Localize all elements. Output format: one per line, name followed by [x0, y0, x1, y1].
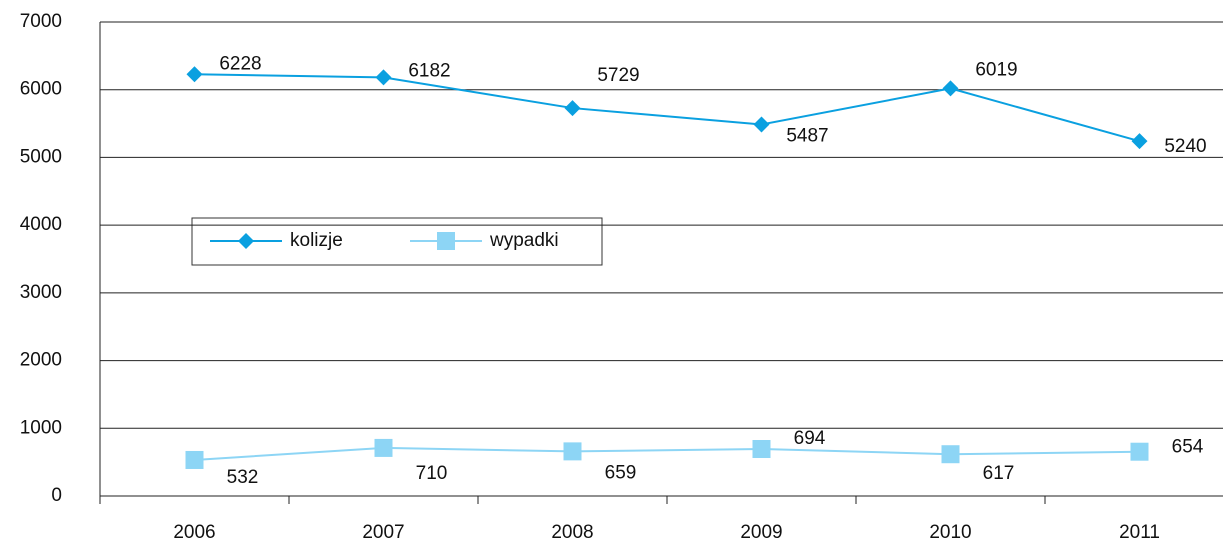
- x-tick-label: 2008: [551, 522, 593, 543]
- data-label: 710: [416, 463, 448, 484]
- y-tick-label: 5000: [20, 146, 62, 167]
- data-label: 694: [794, 428, 826, 449]
- x-tick-label: 2010: [929, 522, 971, 543]
- data-label: 659: [605, 462, 637, 483]
- data-point: [1131, 133, 1148, 150]
- data-label: 5240: [1164, 136, 1206, 157]
- series-line: [194, 446, 1140, 461]
- legend-marker: [238, 233, 254, 249]
- data-label: 6228: [219, 53, 261, 74]
- y-tick-label: 6000: [20, 79, 62, 100]
- y-tick-label: 7000: [20, 11, 62, 32]
- data-point: [563, 442, 582, 461]
- x-tick-label: 2009: [740, 522, 782, 543]
- data-label: 6019: [975, 59, 1017, 80]
- y-tick-label: 1000: [20, 417, 62, 438]
- y-tick-label: 4000: [20, 214, 62, 235]
- data-point: [941, 445, 960, 464]
- data-label: 617: [983, 463, 1015, 484]
- data-point: [564, 100, 581, 117]
- legend-label: kolizje: [290, 230, 343, 251]
- data-label: 5487: [786, 125, 828, 146]
- data-point: [1130, 442, 1149, 461]
- data-point: [375, 69, 392, 86]
- data-label: 6182: [408, 60, 450, 81]
- data-point: [942, 80, 959, 97]
- data-label: 654: [1172, 437, 1204, 458]
- y-tick-label: 0: [51, 485, 62, 506]
- data-label: 5729: [597, 65, 639, 86]
- legend-label: wypadki: [489, 230, 559, 251]
- data-point: [374, 438, 393, 457]
- data-point: [753, 116, 770, 133]
- data-point: [185, 450, 204, 469]
- y-tick-label: 3000: [20, 282, 62, 303]
- data-point: [752, 440, 771, 459]
- series-line: [194, 73, 1140, 143]
- x-tick-label: 2011: [1119, 522, 1160, 543]
- data-point: [186, 66, 203, 83]
- data-label: 532: [227, 467, 259, 488]
- legend-marker: [437, 232, 455, 250]
- y-tick-label: 2000: [20, 350, 62, 371]
- x-tick-label: 2007: [362, 522, 404, 543]
- x-tick-label: 2006: [173, 522, 215, 543]
